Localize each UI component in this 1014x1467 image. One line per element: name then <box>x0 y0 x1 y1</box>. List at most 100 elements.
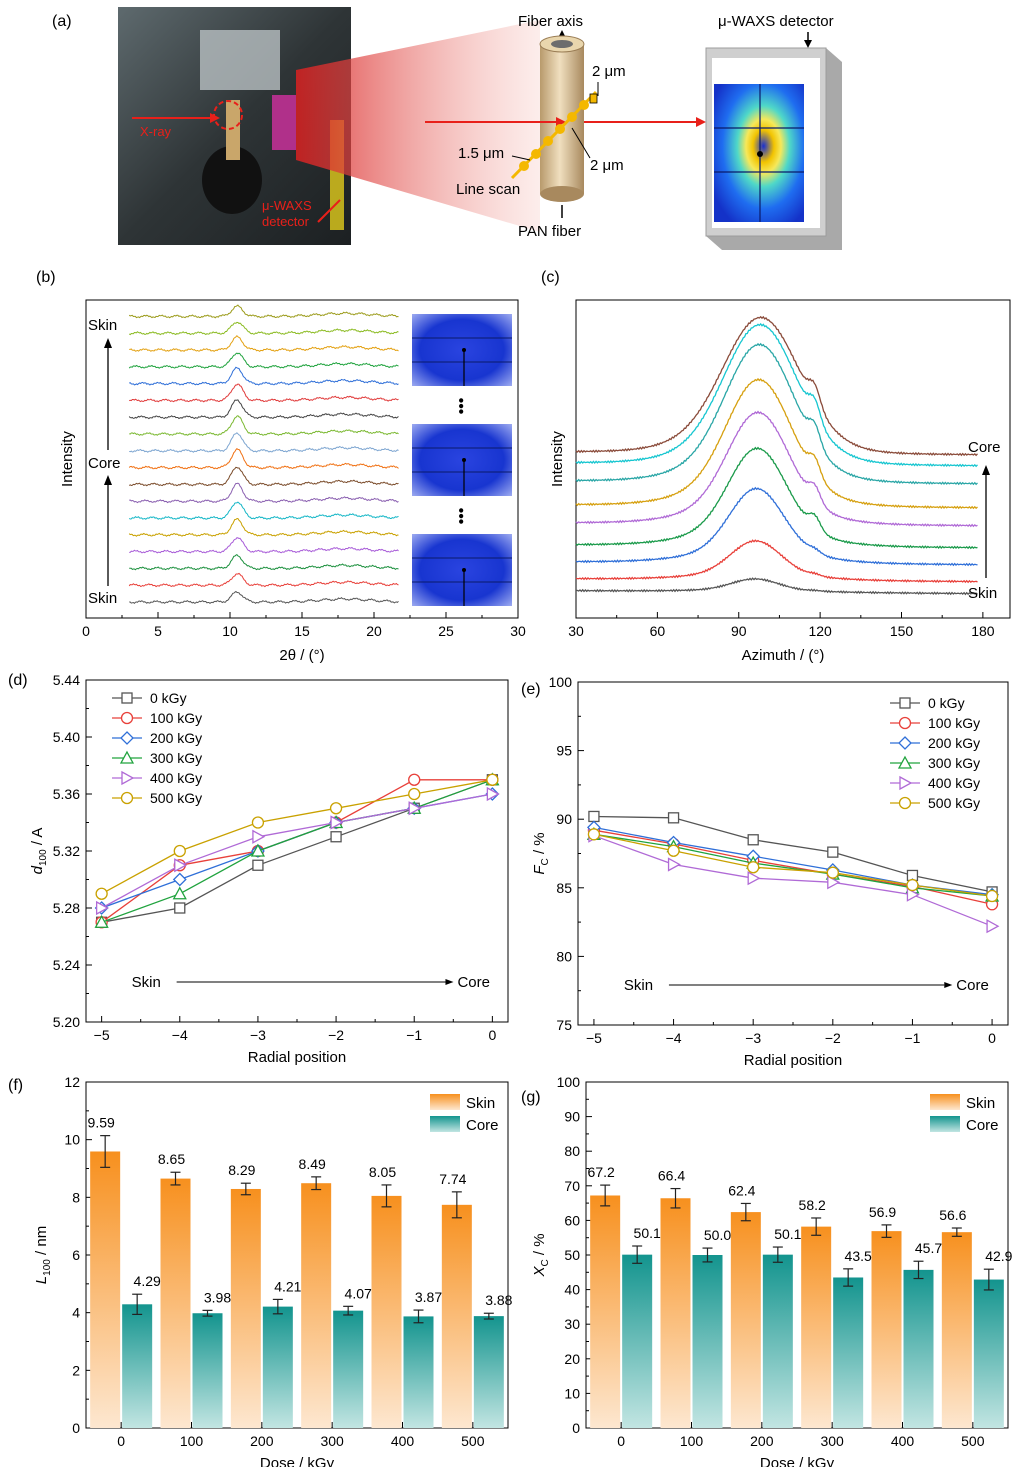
x-tick-label: −3 <box>745 1030 761 1046</box>
pan-fiber-bottom <box>540 186 584 202</box>
x-tick-label: 180 <box>971 623 995 639</box>
arrowhead <box>445 979 453 985</box>
y-tick-label: 8 <box>72 1189 80 1205</box>
photo-magenta-part <box>272 95 296 150</box>
panel-label-e: (e) <box>521 681 541 698</box>
legend-label: 100 kGy <box>928 715 980 731</box>
scan-dot <box>543 136 553 146</box>
xrd-curve <box>129 322 398 334</box>
x-tick-label: 60 <box>650 623 666 639</box>
bar-skin <box>590 1195 620 1428</box>
y-axis-label: XC / % <box>531 1233 551 1277</box>
y-tick-label: 5.24 <box>53 957 80 973</box>
x-tick-label: 25 <box>438 623 454 639</box>
data-label: 67.2 <box>588 1164 615 1180</box>
panel-a: X-ray μ-WAXS detector Fiber axis PAN fib… <box>118 7 842 250</box>
legend-label: 400 kGy <box>928 775 980 791</box>
bar-skin <box>661 1198 691 1428</box>
y-axis-label-subscript: 100 <box>42 1259 53 1276</box>
legend-label: 300 kGy <box>150 750 202 766</box>
marker-circle <box>668 845 679 856</box>
marker-circle <box>252 817 263 828</box>
bar-core <box>474 1316 504 1428</box>
x-tick-label: −5 <box>586 1030 602 1046</box>
bar-core <box>693 1255 723 1428</box>
y-axis-label-subscript: 100 <box>38 849 49 866</box>
azimuthal-curve <box>576 324 978 466</box>
marker-triangle-right <box>748 872 759 884</box>
bar-skin <box>301 1183 331 1428</box>
line-scan-label: Line scan <box>456 181 520 198</box>
y-axis-label-unit: / % <box>531 832 548 858</box>
series-line <box>594 830 992 904</box>
x-tick-label: −1 <box>406 1027 422 1043</box>
annotation-core: Core <box>88 455 121 472</box>
legend-swatch <box>430 1116 460 1132</box>
panel-label-g: (g) <box>521 1089 541 1106</box>
data-label: 3.88 <box>485 1292 512 1308</box>
marker-square <box>175 903 185 913</box>
y-tick-label: 70 <box>564 1178 580 1194</box>
detector-title-arrowhead <box>804 40 812 48</box>
x-tick-label: −1 <box>904 1030 920 1046</box>
x-tick-label: −4 <box>172 1027 188 1043</box>
marker-circle <box>409 789 420 800</box>
xrd-curve <box>129 449 398 469</box>
y-tick-label: 40 <box>564 1282 580 1298</box>
y-tick-label: 5.40 <box>53 729 80 745</box>
marker-square <box>669 813 679 823</box>
x-tick-label: 100 <box>680 1433 704 1449</box>
data-label: 8.05 <box>369 1164 396 1180</box>
marker-circle <box>987 891 998 902</box>
bar-skin <box>872 1231 902 1428</box>
azimuthal-curve <box>576 379 978 508</box>
x-tick-label: 120 <box>808 623 832 639</box>
bar-core <box>974 1280 1004 1428</box>
fiber-axis-label: Fiber axis <box>518 13 583 30</box>
x-tick-label: 200 <box>250 1433 274 1449</box>
y-tick-label: 75 <box>556 1017 572 1033</box>
marker-triangle-right <box>669 858 680 870</box>
y-axis-label: FC / % <box>531 832 551 874</box>
bar-core <box>122 1304 152 1428</box>
marker-square <box>748 835 758 845</box>
y-axis-label-unit: / A <box>29 828 46 850</box>
detector-photo-label-2: detector <box>262 214 310 229</box>
x-tick-label: 500 <box>461 1433 485 1449</box>
x-tick-label: 30 <box>510 623 526 639</box>
dim-left-label: 1.5 μm <box>458 145 504 162</box>
data-label: 56.9 <box>869 1204 896 1220</box>
x-tick-label: 0 <box>488 1027 496 1043</box>
marker-circle <box>174 846 185 857</box>
bar-skin <box>161 1179 191 1428</box>
marker-diamond <box>899 737 911 749</box>
x-tick-label: 10 <box>222 623 238 639</box>
data-label: 8.65 <box>158 1151 185 1167</box>
annotation-skin-top: Skin <box>88 317 117 334</box>
marker-circle <box>588 829 599 840</box>
x-axis-label: Radial position <box>744 1052 842 1069</box>
legend-label: 300 kGy <box>928 755 980 771</box>
bar-core <box>193 1313 223 1428</box>
scan-endpoint <box>590 94 597 103</box>
detector-photo-label-1: μ-WAXS <box>262 198 312 213</box>
xray-label: X-ray <box>140 124 172 139</box>
bar-core <box>622 1255 652 1428</box>
x-axis-label: Dose / kGy <box>260 1455 335 1467</box>
y-axis-label-unit: / nm <box>33 1226 50 1259</box>
bar-core <box>263 1307 293 1428</box>
annotation-core: Core <box>457 974 490 991</box>
panel-g-xc-chart: 0 10 20 30 40 50 60 70 80 90 100 0 67.2 50.1 100 66.4 50… <box>531 1074 1013 1467</box>
photo-panel-light <box>200 30 280 90</box>
data-label: 3.98 <box>204 1289 231 1305</box>
y-tick-label: 80 <box>556 948 572 964</box>
annotation-skin: Skin <box>968 585 997 602</box>
y-tick-label: 2 <box>72 1362 80 1378</box>
legend-label: 400 kGy <box>150 770 202 786</box>
detector-title: μ-WAXS detector <box>718 13 834 30</box>
xrd-curve <box>129 416 398 436</box>
xrd-curve <box>129 519 398 537</box>
panel-d-d100-chart: −5 −4 −3 −2 −1 0 5.20 5.24 5.28 5.32 5.36 5.40 5.44 R… <box>29 672 508 1066</box>
y-axis-label: d100 / A <box>29 828 49 875</box>
y-tick-label: 60 <box>564 1212 580 1228</box>
